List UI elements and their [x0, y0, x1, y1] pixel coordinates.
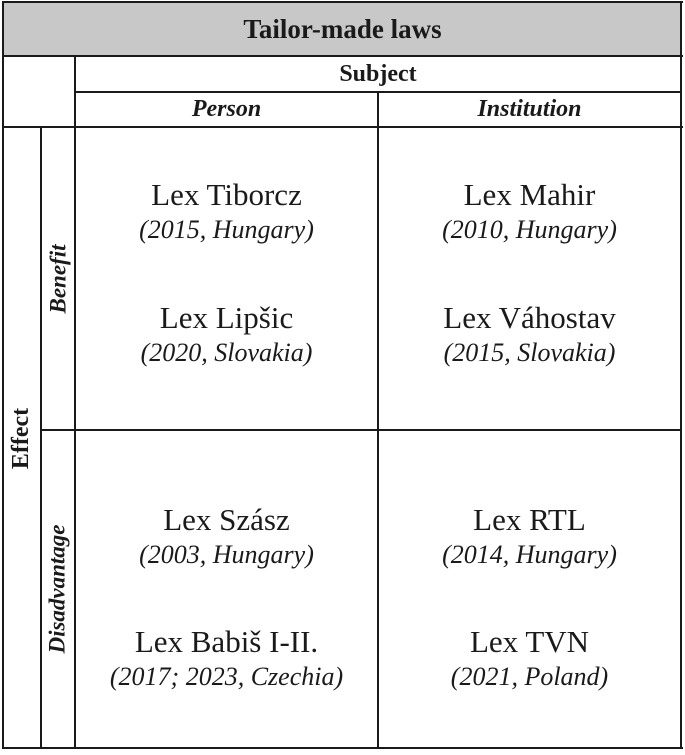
law-name: Lex Váhostav — [443, 300, 616, 335]
cell-disadvantage-person: Lex Szász (2003, Hungary) Lex Babiš I-II… — [76, 501, 377, 693]
column-header-institution: Institution — [477, 96, 582, 122]
border-left — [2, 1, 4, 749]
border-effect-right — [40, 127, 42, 749]
effect-header: Effect — [4, 128, 40, 748]
law-name: Lex Tiborcz — [151, 177, 302, 212]
law-year-country: (2003, Hungary) — [139, 540, 314, 569]
border-header-bottom — [2, 126, 683, 128]
border-rowlabel-right — [74, 56, 76, 749]
law-year-country: (2010, Hungary) — [442, 215, 617, 244]
law-name: Lex TVN — [469, 624, 590, 659]
subject-header: Subject — [339, 61, 417, 87]
cell-benefit-person: Lex Tiborcz (2015, Hungary) Lex Lipšic (… — [76, 176, 377, 369]
law-name: Lex Babiš I-II. — [134, 624, 319, 659]
law-name: Lex Szász — [163, 502, 290, 537]
table-title: Tailor-made laws — [3, 2, 682, 56]
border-row-divider — [40, 429, 682, 431]
law-year-country: (2015, Hungary) — [139, 215, 314, 244]
row-header-disadvantage: Disadvantage — [42, 431, 74, 747]
law-entry: Lex Babiš I-II. (2017; 2023, Czechia) — [110, 623, 343, 693]
border-title-bottom — [2, 55, 683, 57]
law-year-country: (2020, Slovakia) — [140, 338, 313, 367]
law-entry: Lex RTL (2014, Hungary) — [442, 501, 617, 571]
effect-header-label: Effect — [8, 407, 35, 469]
border-column-divider — [377, 92, 379, 749]
law-name: Lex RTL — [473, 502, 586, 537]
law-entry: Lex Tiborcz (2015, Hungary) — [139, 176, 314, 246]
border-bottom — [2, 747, 683, 749]
law-year-country: (2014, Hungary) — [442, 540, 617, 569]
law-name: Lex Mahir — [463, 177, 596, 212]
border-right — [680, 1, 682, 749]
cell-disadvantage-institution: Lex RTL (2014, Hungary) Lex TVN (2021, P… — [379, 501, 680, 693]
law-entry: Lex Szász (2003, Hungary) — [139, 501, 314, 571]
law-entry: Lex Váhostav (2015, Slovakia) — [443, 299, 615, 369]
row-header-benefit-label: Benefit — [45, 244, 70, 313]
cell-benefit-institution: Lex Mahir (2010, Hungary) Lex Váhostav (… — [379, 176, 680, 369]
law-entry: Lex Mahir (2010, Hungary) — [442, 176, 617, 246]
column-header-person: Person — [191, 96, 262, 122]
law-year-country: (2021, Poland) — [450, 662, 609, 691]
law-entry: Lex TVN (2021, Poland) — [451, 623, 608, 693]
row-header-disadvantage-label: Disadvantage — [45, 524, 70, 654]
law-entry: Lex Lipšic (2020, Slovakia) — [141, 299, 313, 369]
law-name: Lex Lipšic — [159, 300, 294, 335]
row-header-benefit: Benefit — [42, 128, 74, 429]
law-year-country: (2015, Slovakia) — [443, 338, 616, 367]
border-top — [2, 1, 683, 3]
law-year-country: (2017; 2023, Czechia) — [109, 662, 344, 691]
